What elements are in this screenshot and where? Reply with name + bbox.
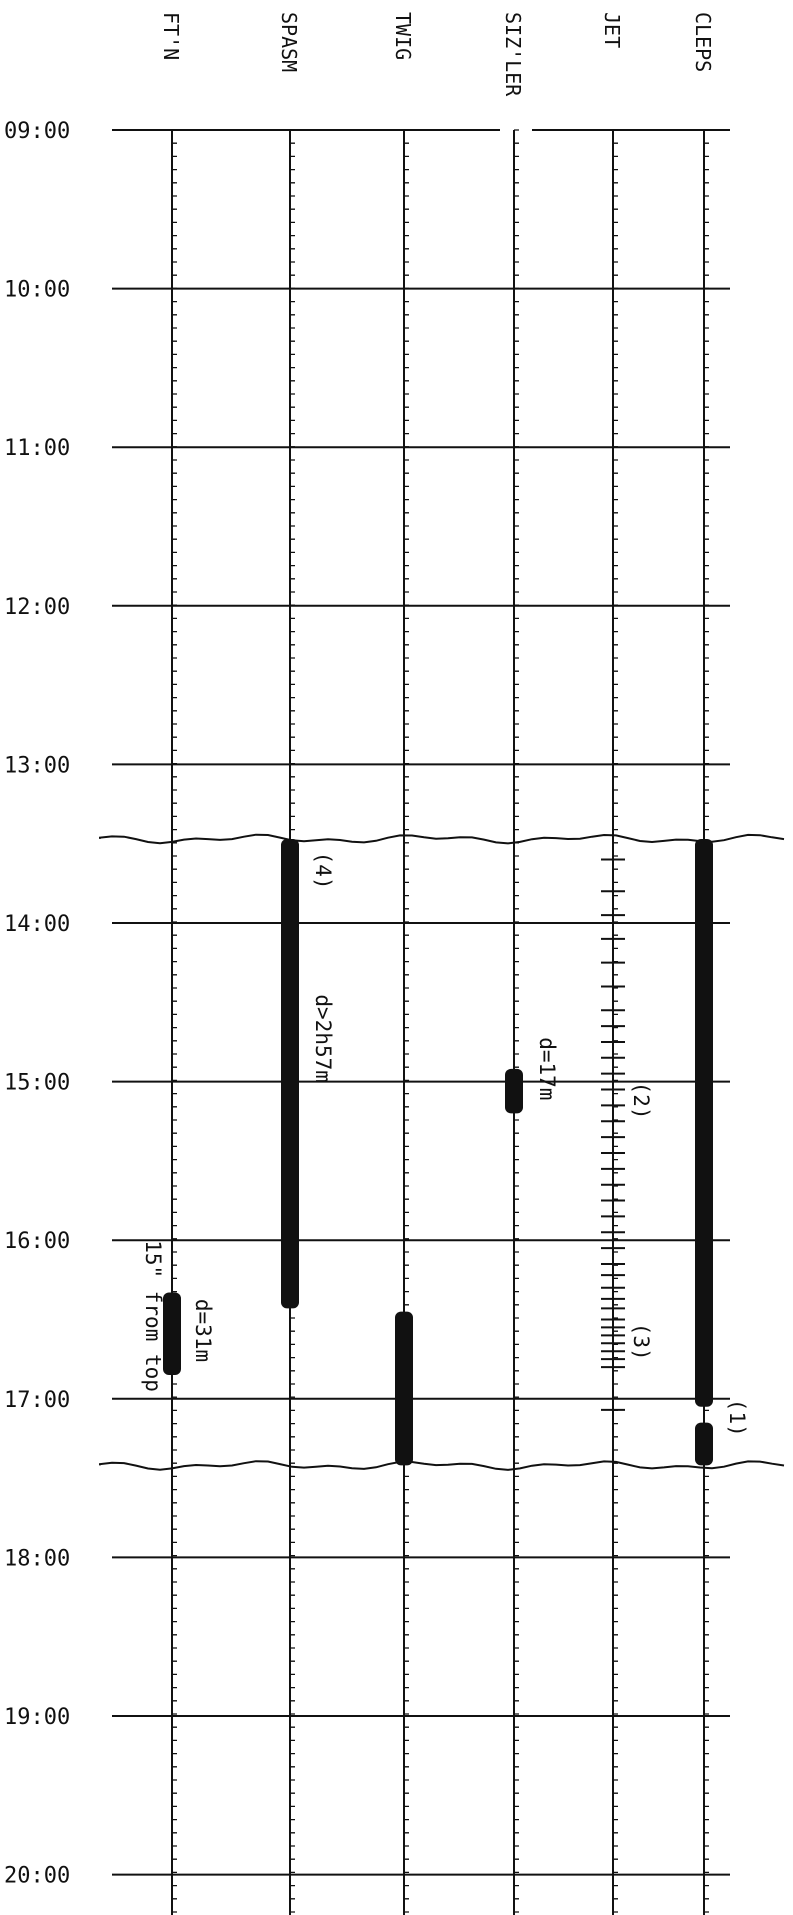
column-header-jet: JET <box>600 12 624 48</box>
time-label-10:00: 10:00 <box>4 278 70 303</box>
minute-ticks-jet <box>613 129 618 1913</box>
eruption-bars <box>163 838 713 1466</box>
column-header-cleps: CLEPS <box>691 12 715 72</box>
geyser-columns <box>171 129 709 1915</box>
time-label-11:00: 11:00 <box>4 436 70 461</box>
eruption-bar-ftn-0 <box>163 1292 181 1376</box>
jet-tick-marks <box>601 858 625 1411</box>
column-header-sizler: SIZ'LER <box>501 12 525 97</box>
time-label-12:00: 12:00 <box>4 595 70 620</box>
annotation-jet-num2: (2) <box>629 1082 653 1120</box>
annotation-sizler-dur: d=17m <box>535 1037 559 1100</box>
time-label-15:00: 15:00 <box>4 1071 70 1096</box>
annotation-jet-num3: (3) <box>629 1323 653 1361</box>
observation-end-line <box>99 1460 785 1471</box>
time-label-20:00: 20:00 <box>4 1864 70 1889</box>
time-label-16:00: 16:00 <box>4 1229 70 1254</box>
hour-gridlines <box>112 129 730 1876</box>
eruption-bar-spasm-1 <box>281 838 299 1309</box>
time-label-14:00: 14:00 <box>4 912 70 937</box>
eruption-bar-cleps-5 <box>695 1422 713 1466</box>
time-label-09:00: 09:00 <box>4 119 70 144</box>
eruption-bar-cleps-4 <box>695 838 713 1407</box>
column-header-spasm: SPASM <box>277 12 301 72</box>
time-label-19:00: 19:00 <box>4 1705 70 1730</box>
time-label-18:00: 18:00 <box>4 1546 70 1571</box>
annotation-ftn-dur: d=31m <box>191 1299 215 1362</box>
annotations: 15" from top d=31m (4) d>2h57m d=17m (2) (3) (1… <box>141 852 749 1437</box>
observation-window-lines <box>99 833 785 1471</box>
time-label-17:00: 17:00 <box>4 1388 70 1413</box>
column-header-ftn: FT'N <box>159 12 183 60</box>
time-label-13:00: 13:00 <box>4 753 70 778</box>
column-header-twig: TWIG <box>391 12 415 60</box>
annotation-cleps-num1: (1) <box>725 1399 749 1437</box>
minute-ticks-sizler <box>514 129 519 1913</box>
time-axis-labels: 09:00 10:00 11:00 12:00 13:00 14:00 15:00 16:00… <box>4 119 70 1889</box>
annotation-spasm-dur: d>2h57m <box>311 994 335 1083</box>
observation-start-line <box>99 833 785 845</box>
annotation-ftn-note: 15" from top <box>141 1240 165 1392</box>
eruption-bar-twig-2 <box>395 1311 413 1466</box>
eruption-bar-sizler-3 <box>505 1068 523 1114</box>
annotation-spasm-num: (4) <box>311 852 335 890</box>
column-headers: FT'N SPASM TWIG SIZ'LER JET CLEPS <box>159 12 715 97</box>
